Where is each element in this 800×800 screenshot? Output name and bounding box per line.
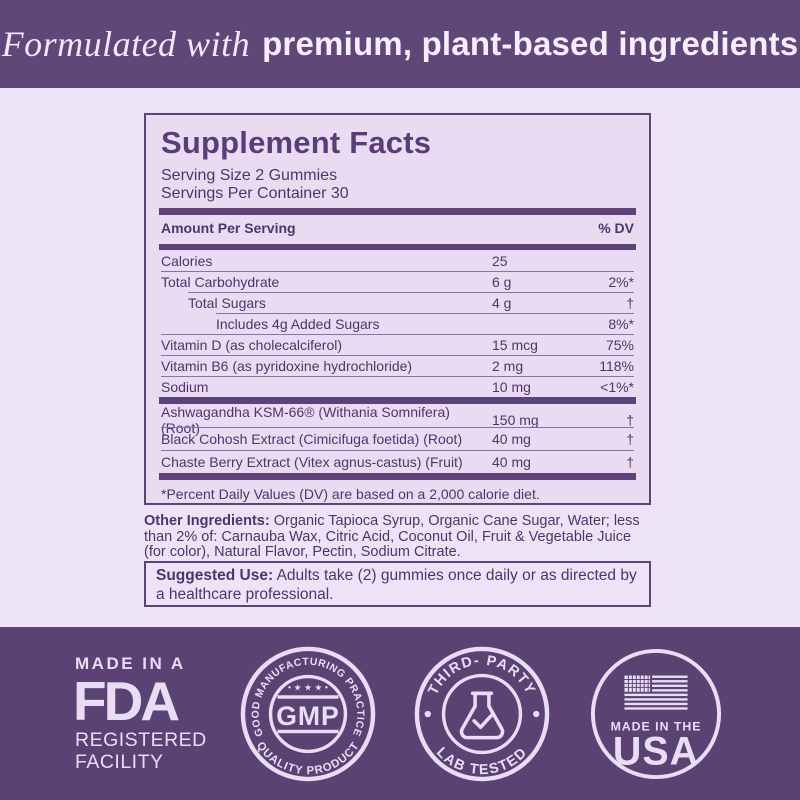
table-row: Vitamin B6 (as pyridoxine hydrochloride)… <box>161 355 634 376</box>
row-amount: 40 mg <box>492 430 531 447</box>
row-dv: † <box>626 430 634 447</box>
divider-bar <box>159 208 636 215</box>
row-amount: 2 mg <box>492 357 524 374</box>
table-header: Amount Per Serving % DV <box>161 217 634 239</box>
fda-registered: REGISTERED <box>75 729 207 751</box>
fda-registered-badge: MADE IN A FDA REGISTERED FACILITY <box>73 654 207 773</box>
table-row: Total Carbohydrate 6 g 2%* <box>161 271 634 292</box>
fda-facility: FACILITY <box>75 750 164 773</box>
suggested-use-label: Suggested Use: <box>156 567 274 584</box>
svg-text:LAB TESTED: LAB TESTED <box>433 744 531 778</box>
table-row: Total Sugars 4 g † <box>161 292 634 313</box>
table-row: Ashwagandha KSM-66® (Withania Somnifera)… <box>161 404 634 436</box>
row-name: Chaste Berry Extract (Vitex agnus-castus… <box>161 453 463 470</box>
row-dv: † <box>626 453 634 470</box>
servings-per-container: Servings Per Container 30 <box>161 185 349 202</box>
top-banner: Formulated with premium, plant-based ing… <box>0 0 800 88</box>
suggested-use-text: Adults take (2) gummies once daily or as… <box>156 567 637 603</box>
row-name: Includes 4g Added Sugars <box>216 315 380 332</box>
dv-label: % DV <box>598 220 634 236</box>
footnote-dagger: † Daily Value (DV) not established <box>161 503 373 504</box>
row-dv: † <box>626 294 634 311</box>
footnotes: *Percent Daily Values (DV) are based on … <box>161 486 634 504</box>
table-row: Sodium 10 mg <1%* <box>161 376 634 397</box>
row-name: Total Sugars <box>188 294 266 311</box>
row-name: Vitamin D (as cholecalciferol) <box>161 336 343 353</box>
row-amount: 25 <box>492 252 508 269</box>
row-dv: 2%* <box>608 273 634 290</box>
botanical-rows: Ashwagandha KSM-66® (Withania Somnifera)… <box>161 404 634 473</box>
gmp-stars: • ★ ★ ★ • <box>288 682 328 692</box>
row-amount: 40 mg <box>492 453 531 470</box>
amount-per-serving-label: Amount Per Serving <box>161 220 296 236</box>
other-ingredients-text: Organic Tapioca Syrup, Organic Cane Suga… <box>144 513 640 560</box>
svg-text:QUALITY PRODUCT: QUALITY PRODUCT <box>254 739 362 776</box>
lab-bottom-text: LAB TESTED <box>433 744 529 778</box>
suggested-use-box: Suggested Use: Adults take (2) gummies o… <box>144 561 651 607</box>
row-amount: 6 g <box>492 273 512 290</box>
us-flag-icon <box>624 675 688 710</box>
row-name: Black Cohosh Extract (Cimicifuga foetida… <box>161 430 463 447</box>
banner-italic-text: Formulated with <box>1 24 251 64</box>
table-row: Chaste Berry Extract (Vitex agnus-castus… <box>161 450 634 473</box>
gmp-center-text: GMP <box>276 700 340 730</box>
usa-made-in-the: MADE IN THE <box>611 719 702 733</box>
fda-made-in-a: MADE IN A <box>75 654 186 673</box>
row-amount: 10 mg <box>492 378 531 395</box>
row-dv: 75% <box>605 336 634 353</box>
other-ingredients: Other Ingredients: Organic Tapioca Syrup… <box>144 513 651 561</box>
table-row: Includes 4g Added Sugars 8%* <box>161 313 634 334</box>
banner-bold-text: premium, plant-based ingredients <box>262 25 799 62</box>
row-amount: 15 mcg <box>492 336 538 353</box>
fda-logo-icon: FDA <box>73 670 180 732</box>
divider-bar <box>159 397 636 404</box>
serving-size: Serving Size 2 Gummies <box>161 167 338 184</box>
row-name: Calories <box>161 252 213 269</box>
gmp-seal-icon: GOOD MANUFACTURING PRACTICE QUALITY PROD… <box>240 646 376 781</box>
row-dv: † <box>626 412 634 428</box>
gmp-bottom-text: QUALITY PRODUCT <box>254 739 361 776</box>
panel-title: Supplement Facts <box>161 125 432 160</box>
usa-text: USA <box>613 729 699 773</box>
row-amount: 150 mg <box>492 412 539 428</box>
lab-tested-seal-icon: THIRD- PARTY LAB TESTED <box>414 646 550 781</box>
table-row: Vitamin D (as cholecalciferol) 15 mcg 75… <box>161 334 634 355</box>
footer-badges: MADE IN A FDA REGISTERED FACILITY GOOD M… <box>0 627 800 800</box>
other-ingredients-label: Other Ingredients: <box>144 513 270 529</box>
row-name: Ashwagandha KSM-66® (Withania Somnifera)… <box>161 404 450 436</box>
row-amount: 4 g <box>492 294 512 311</box>
flask-icon <box>459 691 505 739</box>
table-row: Black Cohosh Extract (Cimicifuga foetida… <box>161 427 634 450</box>
row-name: Vitamin B6 (as pyridoxine hydrochloride) <box>161 357 413 374</box>
footnote-percent-dv: *Percent Daily Values (DV) are based on … <box>161 486 540 502</box>
row-dv: 118% <box>599 357 634 374</box>
supplement-facts-panel: Supplement Facts Serving Size 2 Gummies … <box>144 113 651 505</box>
row-name: Sodium <box>161 378 209 395</box>
made-in-usa-seal-icon: MADE IN THE USA <box>590 648 722 779</box>
nutrient-rows: Calories 25 Total Carbohydrate 6 g 2%* T… <box>161 250 634 397</box>
divider-bar <box>159 473 636 480</box>
row-name: Total Carbohydrate <box>161 273 280 290</box>
divider-bar <box>159 244 636 250</box>
row-dv: <1%* <box>600 378 634 395</box>
row-dv: 8%* <box>608 315 634 332</box>
table-row: Calories 25 <box>161 250 634 271</box>
